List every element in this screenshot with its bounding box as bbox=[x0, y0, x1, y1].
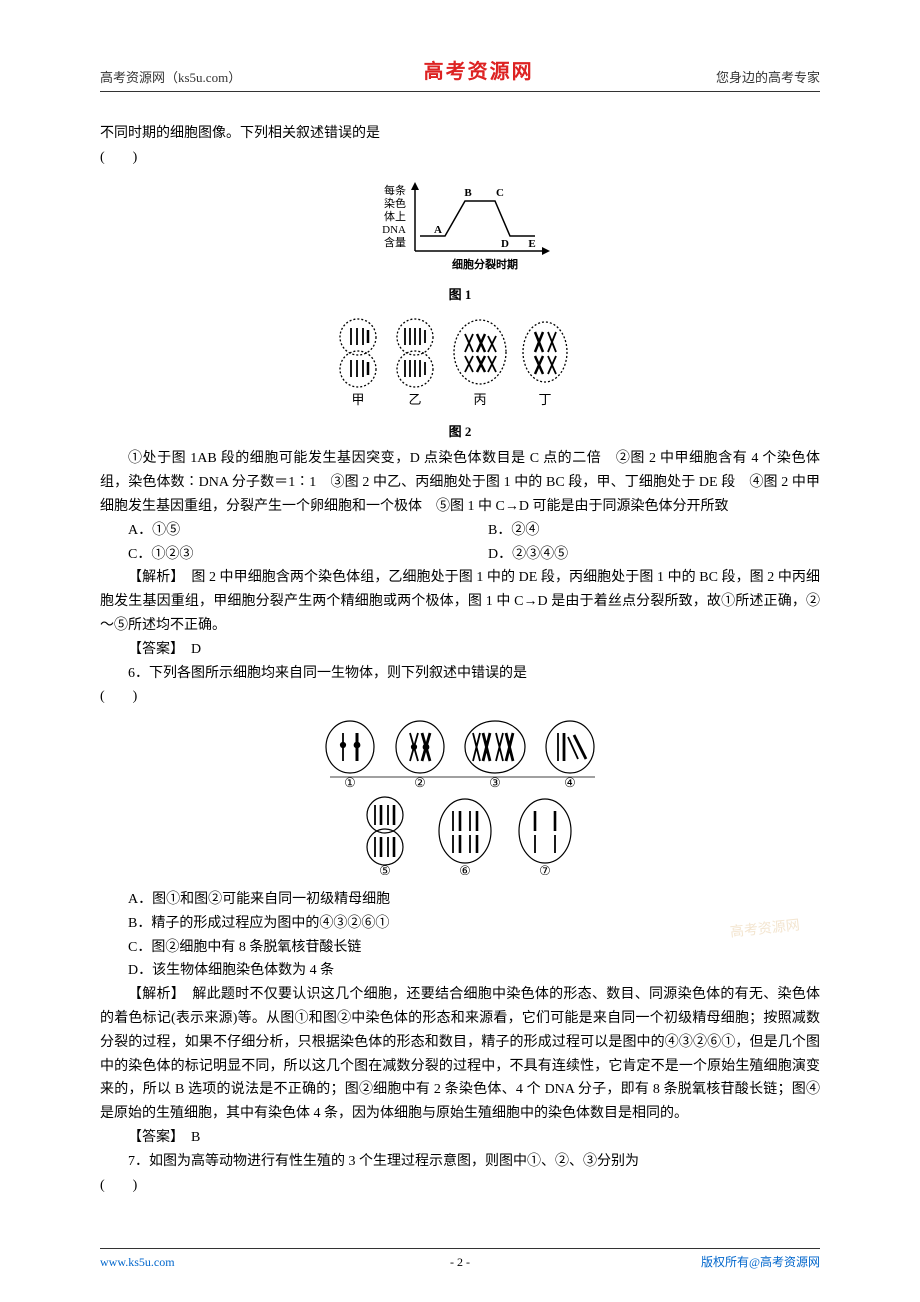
figure-3-svg: ① ② ③ ④ ⑤ ⑥ ⑦ bbox=[310, 715, 610, 875]
q6-opt-d: D．该生物体细胞染色体数为 4 条 bbox=[100, 959, 820, 983]
fig3-b1: ⑥ bbox=[459, 863, 471, 875]
header-right: 您身边的高考专家 bbox=[716, 67, 820, 89]
fig1-pt-d: D bbox=[501, 238, 509, 250]
figure-3-cells: ① ② ③ ④ ⑤ ⑥ ⑦ bbox=[100, 715, 820, 884]
figure-2-svg: 甲 乙 丙 丁 bbox=[330, 312, 590, 412]
q6-opt-b: B．精子的形成过程应为图中的④③②⑥① bbox=[100, 912, 820, 936]
q5-opt-c: C．①②③ bbox=[100, 543, 460, 567]
answer-label: 【答案】 bbox=[128, 642, 177, 657]
fig1-ylabel-1: 染色 bbox=[384, 196, 406, 210]
header-center-logo: 高考资源网 bbox=[424, 55, 534, 89]
answer-blank-3: ( ) bbox=[100, 1174, 820, 1198]
q6-number: 6． bbox=[128, 666, 149, 681]
q6-stem-line: 6．下列各图所示细胞均来自同一生物体，则下列叙述中错误的是 bbox=[100, 662, 820, 686]
answer-blank-1: ( ) bbox=[100, 146, 820, 170]
fig1-pt-e: E bbox=[528, 238, 535, 250]
fig1-xlabel: 细胞分裂时期 bbox=[452, 257, 518, 271]
figure-2-caption: 图 2 bbox=[100, 421, 820, 443]
lead-line: 不同时期的细胞图像。下列相关叙述错误的是 bbox=[100, 122, 820, 146]
answer-label-2: 【答案】 bbox=[128, 1130, 177, 1145]
q6-answer: 【答案】 B bbox=[100, 1126, 820, 1150]
footer-page-number: - 2 - bbox=[450, 1252, 470, 1272]
q5-answer-text: D bbox=[177, 642, 201, 657]
fig1-pt-c: C bbox=[496, 187, 504, 199]
page-footer: www.ks5u.com - 2 - 版权所有@高考资源网 bbox=[100, 1248, 820, 1272]
header-left: 高考资源网（ks5u.com） bbox=[100, 67, 241, 89]
fig2-lbl-3: 丁 bbox=[538, 392, 551, 407]
q5-analysis-text: 图 2 中甲细胞含两个染色体组，乙细胞处于图 1 中的 DE 段，丙细胞处于图 … bbox=[100, 570, 820, 633]
fig1-ylabel-0: 每条 bbox=[384, 183, 406, 197]
fig3-b2: ⑦ bbox=[539, 863, 551, 875]
fig1-pt-b: B bbox=[464, 187, 472, 199]
q7-number: 7． bbox=[128, 1154, 149, 1169]
page-header: 高考资源网（ks5u.com） 高考资源网 您身边的高考专家 bbox=[100, 55, 820, 92]
q5-opt-b: B．②④ bbox=[460, 519, 820, 543]
fig1-ylabel-2: 体上 bbox=[384, 209, 406, 223]
q6-answer-text: B bbox=[177, 1130, 200, 1145]
figure-1-caption: 图 1 bbox=[100, 284, 820, 306]
figure-1-svg: 每条 染色 体上 DNA 含量 A B C D E 细胞分裂时期 bbox=[360, 176, 560, 276]
q5-opt-d: D．②③④⑤ bbox=[460, 543, 820, 567]
analysis-label: 【解析】 bbox=[128, 570, 177, 585]
q6-stem: 下列各图所示细胞均来自同一生物体，则下列叙述中错误的是 bbox=[149, 666, 527, 681]
q5-answer: 【答案】 D bbox=[100, 638, 820, 662]
footer-left: www.ks5u.com bbox=[100, 1252, 175, 1272]
q5-opt-a: A．①⑤ bbox=[100, 519, 460, 543]
footer-right: 版权所有@高考资源网 bbox=[701, 1252, 820, 1272]
q6-analysis: 【解析】 解此题时不仅要认识这几个细胞，还要结合细胞中染色体的形态、数目、同源染… bbox=[100, 983, 820, 1126]
q5-statements: ①处于图 1AB 段的细胞可能发生基因突变，D 点染色体数目是 C 点的二倍 ②… bbox=[100, 447, 820, 518]
fig2-lbl-1: 乙 bbox=[408, 392, 421, 407]
fig2-lbl-0: 甲 bbox=[351, 392, 364, 407]
q5-analysis: 【解析】 图 2 中甲细胞含两个染色体组，乙细胞处于图 1 中的 DE 段，丙细… bbox=[100, 566, 820, 637]
fig1-ylabel-3: DNA bbox=[382, 224, 406, 236]
fig3-b0: ⑤ bbox=[379, 863, 391, 875]
answer-blank-2: ( ) bbox=[100, 685, 820, 709]
analysis-label-2: 【解析】 bbox=[128, 987, 178, 1002]
q5-options: A．①⑤ B．②④ C．①②③ D．②③④⑤ bbox=[100, 519, 820, 567]
figure-1-chart: 每条 染色 体上 DNA 含量 A B C D E 细胞分裂时期 图 1 bbox=[100, 176, 820, 307]
q7-stem: 如图为高等动物进行有性生殖的 3 个生理过程示意图，则图中①、②、③分别为 bbox=[149, 1154, 639, 1169]
q7-stem-line: 7．如图为高等动物进行有性生殖的 3 个生理过程示意图，则图中①、②、③分别为 bbox=[100, 1150, 820, 1174]
figure-2-cells: 甲 乙 丙 丁 图 2 bbox=[100, 312, 820, 443]
q6-opt-a: A．图①和图②可能来自同一初级精母细胞 bbox=[100, 888, 820, 912]
fig2-lbl-2: 丙 bbox=[473, 392, 486, 407]
fig1-ylabel-4: 含量 bbox=[384, 235, 406, 249]
document-body: 不同时期的细胞图像。下列相关叙述错误的是 ( ) 每条 染色 体上 DNA 含量… bbox=[100, 122, 820, 1197]
q6-opt-c: C．图②细胞中有 8 条脱氧核苷酸长链 bbox=[100, 936, 820, 960]
fig1-pt-a: A bbox=[434, 224, 442, 236]
q6-analysis-text: 解此题时不仅要认识这几个细胞，还要结合细胞中染色体的形态、数目、同源染色体的有无… bbox=[100, 987, 820, 1121]
